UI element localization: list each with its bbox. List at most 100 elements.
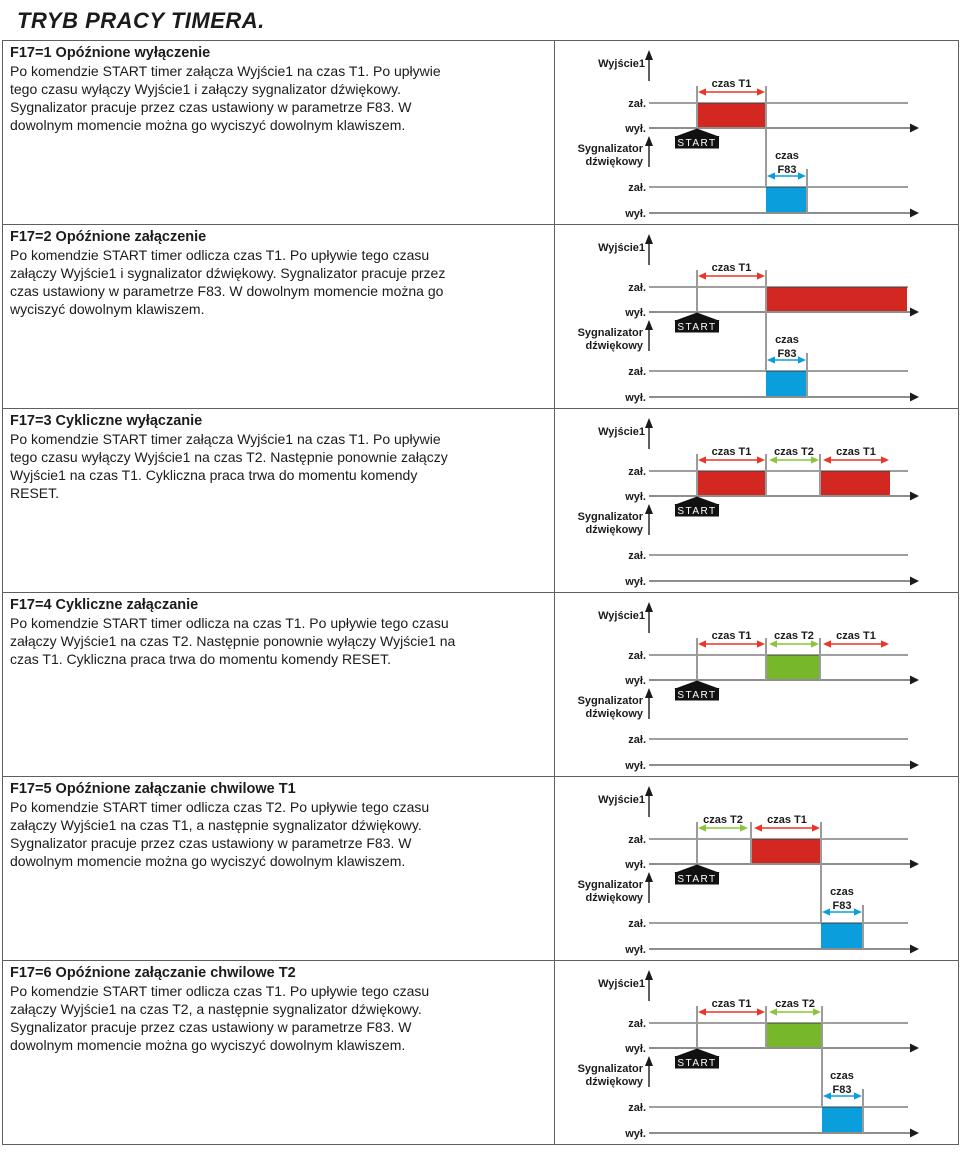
axis-arrow-icon: [910, 307, 919, 317]
start-marker: [674, 680, 720, 689]
start-marker-label: START: [677, 874, 716, 885]
axis-arrow-icon: [910, 576, 919, 586]
timing-diagram: czas T2 czas T1 czas F83 Wyjście1 zał. wył. Syg…: [578, 786, 919, 956]
signal-axis-label: Sygnalizator: [578, 879, 644, 891]
duration-arrow-head-icon: [823, 456, 831, 464]
timer-mode-row: F17=6 Opóźnione załączanie chwilowe T2 Po…: [3, 960, 958, 1144]
output-axis-label: Wyjście1: [598, 978, 645, 990]
signal-duration-label: czas: [775, 334, 799, 346]
mode-description-cell: F17=2 Opóźnione załączenie Po komendzie S…: [3, 225, 555, 408]
output-active-box: [751, 839, 821, 864]
start-marker-label: START: [677, 138, 716, 149]
duration-arrow-head-icon: [757, 640, 765, 648]
start-marker: [674, 864, 720, 873]
signal-axis-arrow-icon: [645, 136, 653, 146]
mode-heading: F17=4 Cykliczne załączanie: [10, 597, 199, 613]
start-marker: [675, 504, 719, 517]
output-active-box: [766, 287, 907, 312]
off-level-label: wył.: [624, 576, 646, 588]
on-level-label: zał.: [628, 834, 646, 846]
timing-diagram: czas T1 czas T2 czas F83 Wyjście1 zał. wył. Syg…: [578, 970, 919, 1140]
signal-duration-label: czas: [830, 886, 854, 898]
duration-label: czas T2: [774, 630, 814, 642]
duration-label: czas T1: [712, 78, 752, 90]
mode-heading: F17=5 Opóźnione załączanie chwilowe T1: [10, 781, 296, 797]
mode-body-text: Po komendzie START timer załącza Wyjście…: [10, 431, 448, 501]
timing-diagram-cell: czas T1 czas T2 czas F83 Wyjście1 zał. wył. Syg…: [555, 961, 958, 1144]
axis-arrow-icon: [910, 123, 919, 133]
signal-active-box: [821, 923, 863, 949]
signal-duration-label: czas: [775, 150, 799, 162]
output-axis-arrow-icon: [645, 234, 653, 244]
duration-label: czas T1: [712, 446, 752, 458]
mode-body-text: Po komendzie START timer załącza Wyjście…: [10, 63, 441, 133]
signal-axis-label: dźwiękowy: [586, 1076, 644, 1088]
output-axis-arrow-icon: [645, 418, 653, 428]
duration-label: czas T2: [775, 998, 815, 1010]
output-axis-arrow-icon: [645, 602, 653, 612]
duration-arrow-head-icon: [812, 824, 820, 832]
duration-arrow-head-icon: [811, 456, 819, 464]
on-level-label: zał.: [628, 918, 646, 930]
duration-arrow-head-icon: [767, 356, 775, 364]
on-level-label: zał.: [628, 650, 646, 662]
timing-diagram: czas T1 czas F83 Wyjście1 zał. wył. Sygnalizat…: [578, 234, 919, 404]
duration-arrow-head-icon: [757, 88, 765, 96]
timer-mode-row: F17=1 Opóźnione wyłączenie Po komendzie S…: [3, 41, 958, 224]
mode-body-text: Po komendzie START timer odlicza na czas…: [10, 615, 456, 667]
duration-arrow-head-icon: [881, 456, 889, 464]
timing-diagram: czas T1 czas T2 czas T1 Wyjście1 zał. wył. Syg…: [578, 602, 919, 772]
output-axis-label: Wyjście1: [598, 610, 645, 622]
mode-heading: F17=2 Opóźnione załączenie: [10, 229, 207, 245]
signal-axis-label: dźwiękowy: [586, 524, 644, 536]
duration-arrow-head-icon: [798, 172, 806, 180]
duration-arrow-head-icon: [769, 456, 777, 464]
signal-axis-label: dźwiękowy: [586, 708, 644, 720]
output-axis-arrow-icon: [645, 786, 653, 796]
output-active-box: [821, 471, 890, 496]
duration-arrow-head-icon: [769, 1008, 777, 1016]
start-marker: [674, 1048, 720, 1057]
start-marker: [674, 128, 720, 137]
start-marker: [674, 312, 720, 321]
start-marker: [675, 872, 719, 885]
timer-modes-table: F17=1 Opóźnione wyłączenie Po komendzie S…: [2, 40, 959, 1145]
timing-diagram-cell: czas T2 czas T1 czas F83 Wyjście1 zał. wył. Syg…: [555, 777, 958, 960]
output-axis-label: Wyjście1: [598, 242, 645, 254]
start-marker-label: START: [677, 690, 716, 701]
start-marker: [675, 1056, 719, 1069]
start-marker-label: START: [677, 506, 716, 517]
off-level-label: wył.: [624, 1128, 646, 1140]
duration-arrow-head-icon: [854, 908, 862, 916]
mode-body-text: Po komendzie START timer odlicza czas T2…: [10, 799, 430, 869]
axis-arrow-icon: [910, 491, 919, 501]
signal-duration-label: F83: [778, 348, 797, 360]
signal-duration-label: F83: [833, 900, 852, 912]
on-level-label: zał.: [628, 466, 646, 478]
on-level-label: zał.: [628, 550, 646, 562]
signal-axis-arrow-icon: [645, 872, 653, 882]
off-level-label: wył.: [624, 208, 646, 220]
signal-axis-label: dźwiękowy: [586, 156, 644, 168]
duration-arrow-head-icon: [698, 88, 706, 96]
duration-arrow-head-icon: [698, 1008, 706, 1016]
signal-axis-arrow-icon: [645, 320, 653, 330]
output-axis-label: Wyjście1: [598, 794, 645, 806]
off-level-label: wył.: [624, 123, 646, 135]
duration-arrow-head-icon: [813, 1008, 821, 1016]
manual-page: TRYB PRACY TIMERA. F17=1 Opóźnione wyłąc…: [0, 10, 960, 1145]
on-level-label: zał.: [628, 182, 646, 194]
duration-arrow-head-icon: [854, 1092, 862, 1100]
on-level-label: zał.: [628, 1102, 646, 1114]
duration-arrow-head-icon: [754, 824, 762, 832]
start-marker: [674, 496, 720, 505]
output-active-box: [697, 103, 766, 128]
signal-axis-arrow-icon: [645, 1056, 653, 1066]
off-level-label: wył.: [624, 859, 646, 871]
page-title: TRYB PRACY TIMERA.: [17, 8, 265, 33]
mode-heading: F17=3 Cykliczne wyłączanie: [10, 413, 203, 429]
duration-arrow-head-icon: [823, 1092, 831, 1100]
output-axis-label: Wyjście1: [598, 58, 645, 70]
axis-arrow-icon: [910, 208, 919, 218]
on-level-label: zał.: [628, 282, 646, 294]
